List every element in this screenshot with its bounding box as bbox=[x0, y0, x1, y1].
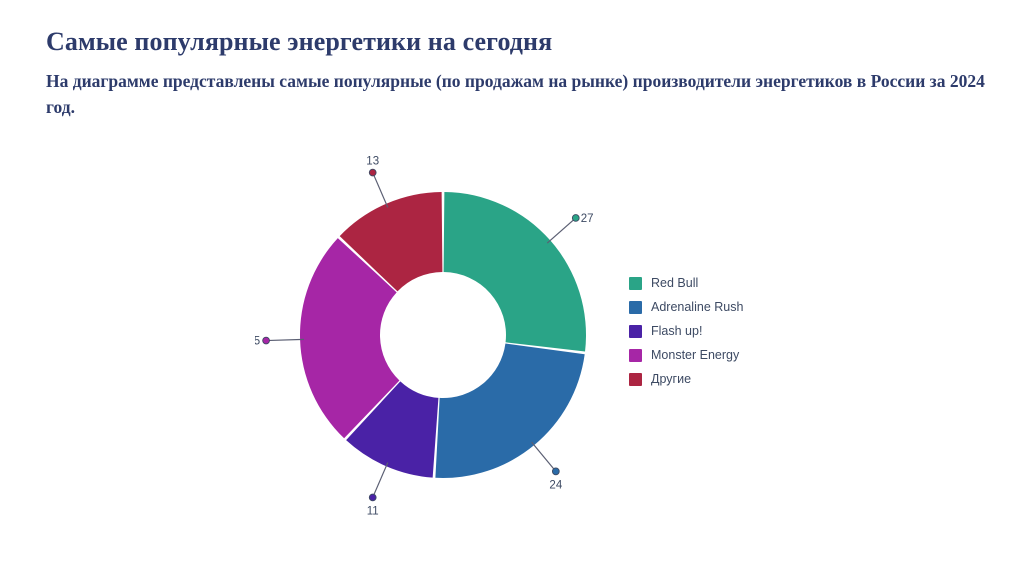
leader-dot-marker bbox=[368, 168, 377, 177]
donut-value-labels: 27 24 11 25 13 bbox=[255, 156, 594, 518]
legend-item[interactable]: Monster Energy bbox=[629, 348, 743, 362]
legend-swatch-icon bbox=[629, 300, 642, 314]
slice-value-label: 27 bbox=[581, 213, 594, 225]
donut-slice[interactable] bbox=[435, 343, 585, 478]
slide-subtitle: На диаграмме представлены самые популярн… bbox=[46, 71, 985, 117]
slice-value-label: 13 bbox=[366, 156, 379, 168]
donut-leader-lines bbox=[262, 168, 580, 502]
legend-swatch-icon bbox=[629, 324, 642, 338]
legend-item[interactable]: Adrenaline Rush bbox=[629, 300, 743, 314]
donut-slice[interactable] bbox=[443, 192, 586, 352]
legend-item[interactable]: Flash up! bbox=[629, 324, 743, 338]
legend-swatch-icon bbox=[629, 372, 642, 386]
chart-legend: Red Bull Adrenaline Rush Flash up! Monster … bbox=[629, 276, 743, 386]
leader-dot-marker bbox=[368, 493, 377, 502]
legend-item[interactable]: Red Bull bbox=[629, 276, 743, 290]
leader-line bbox=[372, 462, 389, 498]
legend-item-label: Red Bull bbox=[651, 275, 699, 290]
slice-value-label: 24 bbox=[549, 479, 562, 491]
leader-line bbox=[531, 441, 557, 472]
legend-item-label: Flash up! bbox=[651, 323, 703, 338]
legend-item-label: Другие bbox=[651, 371, 692, 386]
leader-line bbox=[372, 172, 389, 208]
donut-slice[interactable] bbox=[346, 381, 439, 478]
leader-line bbox=[546, 217, 577, 244]
donut-slice[interactable] bbox=[339, 192, 443, 292]
leader-dot-marker bbox=[262, 336, 270, 345]
donut-slices bbox=[300, 192, 586, 478]
page-title: Самые популярные энергетики на сегодня bbox=[46, 27, 553, 56]
legend-item-label: Monster Energy bbox=[651, 347, 740, 362]
slice-value-label: 25 bbox=[255, 336, 260, 348]
leader-dot-marker bbox=[571, 214, 580, 222]
slide-header: Самые популярные энергетики на сегодня Н… bbox=[46, 26, 986, 120]
leader-line bbox=[266, 338, 305, 342]
leader-dot-marker bbox=[551, 467, 560, 476]
legend-swatch-icon bbox=[629, 276, 642, 290]
legend-swatch-icon bbox=[629, 348, 642, 362]
donut-slice[interactable] bbox=[300, 238, 400, 439]
donut-chart: 27 24 11 25 13 bbox=[255, 156, 594, 518]
legend-item-label: Adrenaline Rush bbox=[651, 299, 744, 314]
slice-value-label: 11 bbox=[367, 505, 379, 517]
legend-item[interactable]: Другие bbox=[629, 372, 743, 386]
chart-area: 27 24 11 25 13 Red Bull Adrenaline Rush Flash … bbox=[0, 150, 1024, 570]
